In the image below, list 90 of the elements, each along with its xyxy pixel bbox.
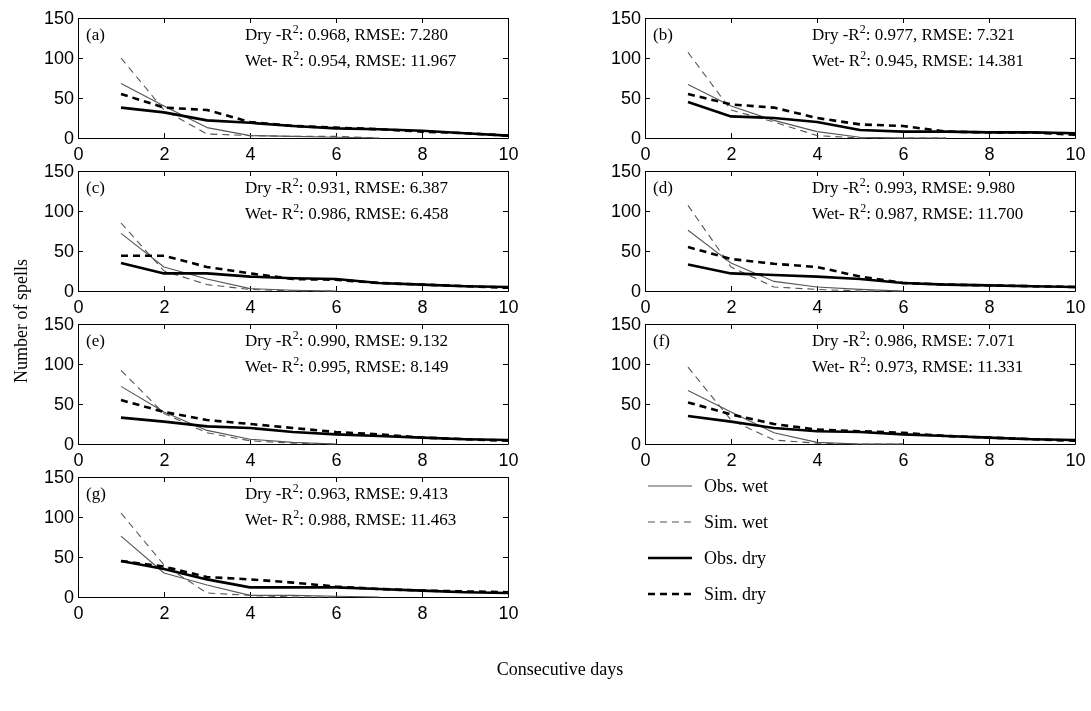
x-tick-label: 4 bbox=[245, 296, 256, 317]
annotation: Wet- R$^{2}$: 0.986, RMSE: 6.458 bbox=[245, 201, 449, 223]
x-tick-label: 2 bbox=[159, 449, 170, 470]
annotation: Dry -R$^{2}$: 0.963, RMSE: 9.413 bbox=[245, 481, 448, 503]
y-tick-label: 100 bbox=[43, 354, 74, 375]
y-tick-label: 100 bbox=[610, 48, 641, 69]
x-tick-label: 4 bbox=[812, 143, 823, 164]
x-tick-label: 10 bbox=[1065, 143, 1086, 164]
x-tick-label: 2 bbox=[726, 143, 737, 164]
y-tick-label: 100 bbox=[43, 507, 74, 528]
y-tick-label: 100 bbox=[43, 48, 74, 69]
annotation: (a) bbox=[86, 25, 105, 44]
y-tick-label: 0 bbox=[63, 434, 74, 455]
x-tick-label: 2 bbox=[726, 449, 737, 470]
x-tick-label: 8 bbox=[417, 296, 428, 317]
legend-label: Sim. dry bbox=[704, 584, 767, 604]
legend-label: Sim. wet bbox=[704, 512, 769, 532]
x-tick-label: 6 bbox=[898, 296, 909, 317]
y-tick-label: 100 bbox=[610, 354, 641, 375]
x-tick-label: 8 bbox=[417, 602, 428, 623]
annotation: Wet- R$^{2}$: 0.973, RMSE: 11.331 bbox=[812, 354, 1024, 376]
y-tick-label: 150 bbox=[610, 8, 641, 29]
y-tick-label: 0 bbox=[630, 434, 641, 455]
x-tick-label: 2 bbox=[159, 602, 170, 623]
y-tick-label: 150 bbox=[43, 8, 74, 29]
annotation: (d) bbox=[653, 178, 673, 197]
y-tick-label: 150 bbox=[43, 314, 74, 335]
y-tick-label: 150 bbox=[610, 314, 641, 335]
annotation: (f) bbox=[653, 331, 670, 350]
x-tick-label: 4 bbox=[245, 449, 256, 470]
annotation: Wet- R$^{2}$: 0.995, RMSE: 8.149 bbox=[245, 354, 449, 376]
y-tick-label: 150 bbox=[43, 161, 74, 182]
x-tick-label: 10 bbox=[1065, 449, 1086, 470]
x-tick-label: 6 bbox=[898, 449, 909, 470]
annotation: Wet- R$^{2}$: 0.987, RMSE: 11.700 bbox=[812, 201, 1024, 223]
annotation: (e) bbox=[86, 331, 105, 350]
x-tick-label: 6 bbox=[331, 143, 342, 164]
y-tick-label: 50 bbox=[620, 88, 641, 109]
legend-label: Obs. dry bbox=[704, 548, 766, 568]
y-tick-label: 0 bbox=[63, 128, 74, 149]
annotation: Dry -R$^{2}$: 0.977, RMSE: 7.321 bbox=[812, 22, 1015, 44]
x-tick-label: 4 bbox=[812, 296, 823, 317]
y-tick-label: 50 bbox=[53, 241, 74, 262]
y-tick-label: 50 bbox=[53, 547, 74, 568]
x-tick-label: 6 bbox=[331, 296, 342, 317]
x-tick-label: 6 bbox=[331, 449, 342, 470]
x-tick-label: 10 bbox=[498, 296, 519, 317]
annotation: Dry -R$^{2}$: 0.968, RMSE: 7.280 bbox=[245, 22, 448, 44]
annotation: Dry -R$^{2}$: 0.993, RMSE: 9.980 bbox=[812, 175, 1015, 197]
x-tick-label: 8 bbox=[417, 449, 428, 470]
y-tick-label: 50 bbox=[620, 394, 641, 415]
x-tick-label: 6 bbox=[898, 143, 909, 164]
y-tick-label: 50 bbox=[53, 394, 74, 415]
y-tick-label: 100 bbox=[610, 201, 641, 222]
y-tick-label: 0 bbox=[630, 281, 641, 302]
annotation: (b) bbox=[653, 25, 673, 44]
y-tick-label: 0 bbox=[630, 128, 641, 149]
y-tick-label: 50 bbox=[53, 88, 74, 109]
y-tick-label: 150 bbox=[610, 161, 641, 182]
x-tick-label: 4 bbox=[812, 449, 823, 470]
annotation: Wet- R$^{2}$: 0.945, RMSE: 14.381 bbox=[812, 48, 1024, 70]
x-tick-label: 4 bbox=[245, 602, 256, 623]
x-tick-label: 6 bbox=[331, 602, 342, 623]
annotation: Dry -R$^{2}$: 0.990, RMSE: 9.132 bbox=[245, 328, 448, 350]
annotation: Wet- R$^{2}$: 0.954, RMSE: 11.967 bbox=[245, 48, 457, 70]
annotation: Dry -R$^{2}$: 0.931, RMSE: 6.387 bbox=[245, 175, 449, 197]
y-tick-label: 0 bbox=[63, 281, 74, 302]
y-tick-label: 0 bbox=[63, 587, 74, 608]
y-tick-label: 50 bbox=[620, 241, 641, 262]
x-tick-label: 10 bbox=[498, 449, 519, 470]
x-tick-label: 10 bbox=[498, 602, 519, 623]
x-tick-label: 2 bbox=[159, 296, 170, 317]
x-tick-label: 2 bbox=[159, 143, 170, 164]
annotation: (c) bbox=[86, 178, 105, 197]
x-tick-label: 10 bbox=[498, 143, 519, 164]
y-tick-label: 150 bbox=[43, 467, 74, 488]
x-axis-title: Consecutive days bbox=[496, 659, 624, 679]
annotation: (g) bbox=[86, 484, 106, 503]
y-axis-title: Number of spells bbox=[11, 259, 31, 383]
x-tick-label: 10 bbox=[1065, 296, 1086, 317]
y-tick-label: 100 bbox=[43, 201, 74, 222]
x-tick-label: 4 bbox=[245, 143, 256, 164]
x-tick-label: 8 bbox=[984, 143, 995, 164]
x-tick-label: 8 bbox=[984, 449, 995, 470]
annotation: Wet- R$^{2}$: 0.988, RMSE: 11.463 bbox=[245, 507, 457, 529]
x-tick-label: 2 bbox=[726, 296, 737, 317]
annotation: Dry -R$^{2}$: 0.986, RMSE: 7.071 bbox=[812, 328, 1015, 350]
legend-label: Obs. wet bbox=[704, 476, 768, 496]
x-tick-label: 8 bbox=[984, 296, 995, 317]
x-tick-label: 8 bbox=[417, 143, 428, 164]
